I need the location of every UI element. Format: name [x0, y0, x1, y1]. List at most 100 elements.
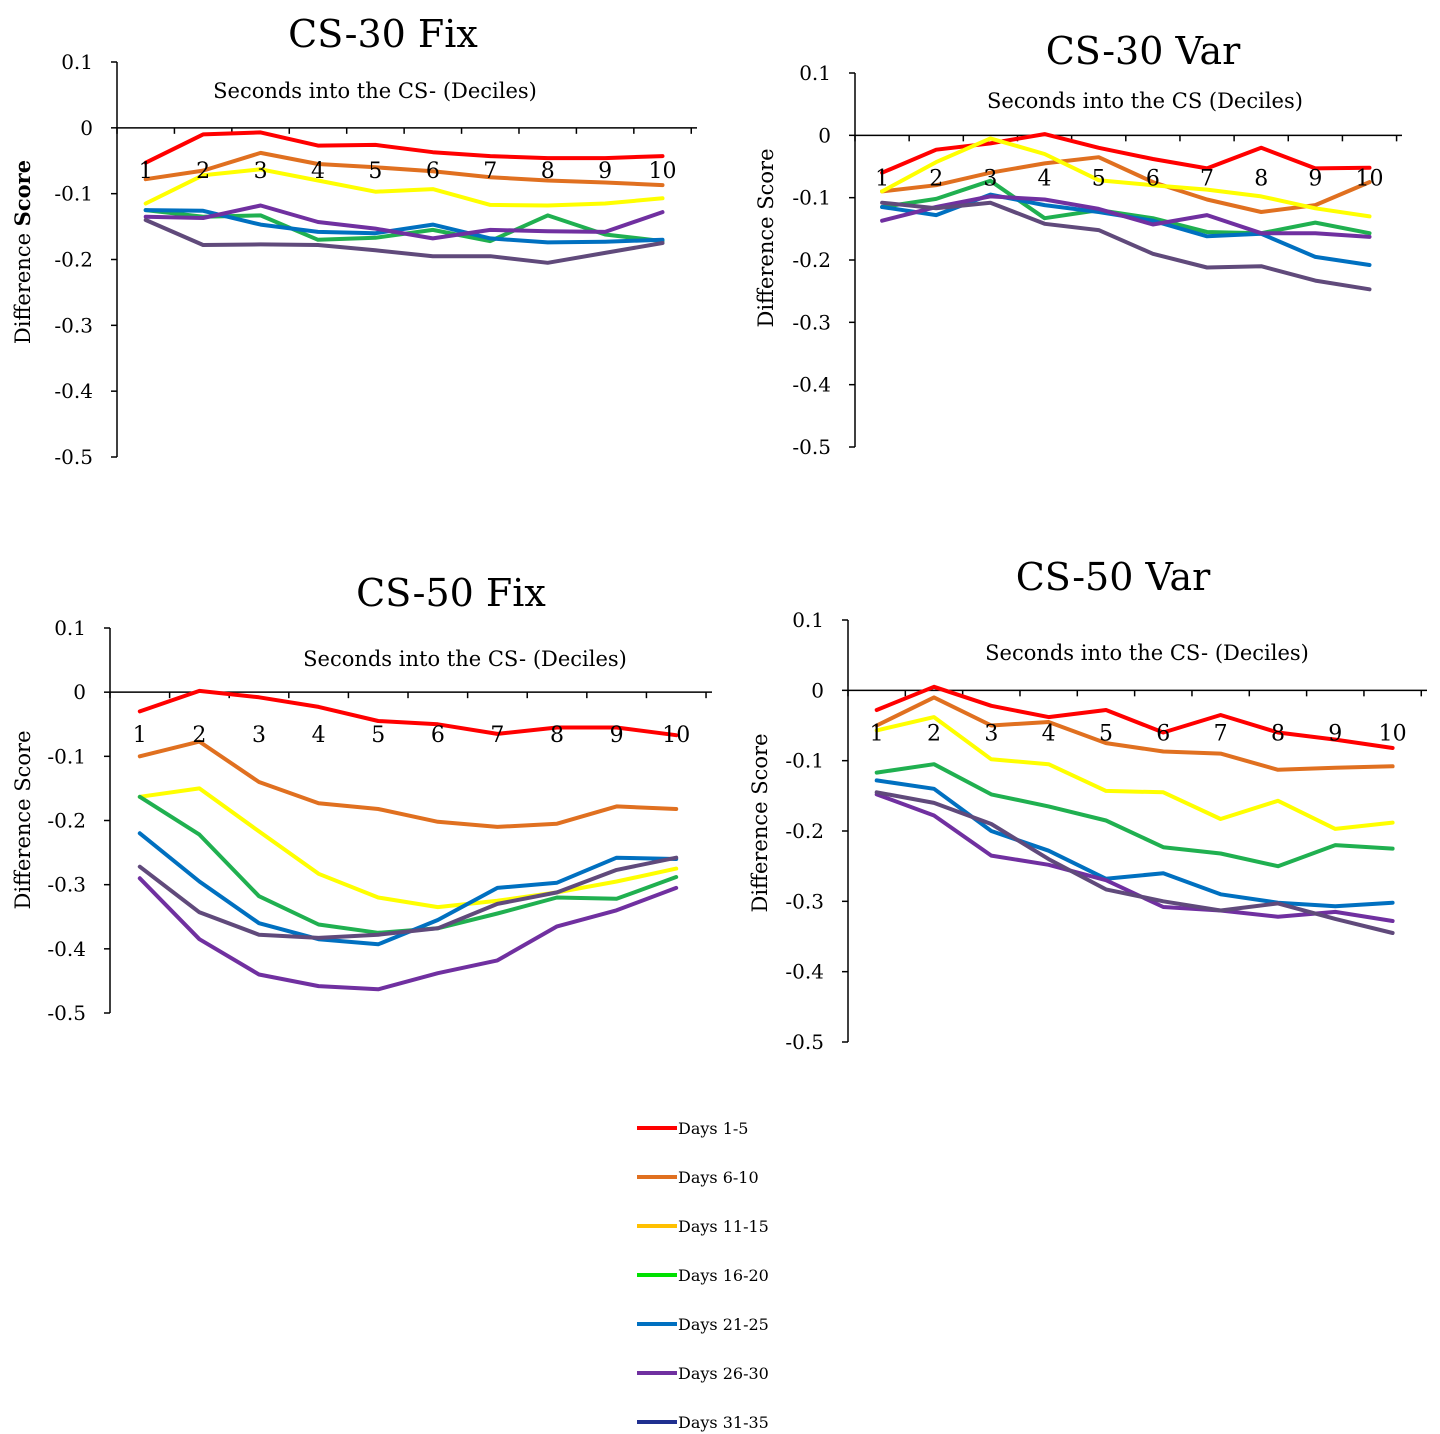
y-tick-label: -0.3 — [47, 873, 86, 897]
y-tick-label: -0.4 — [792, 373, 831, 397]
y-axis-label: Difference Score — [11, 730, 35, 909]
chart-title: CS-30 Var — [1046, 29, 1241, 73]
y-tick-label: -0.5 — [54, 445, 93, 469]
x-tick-label: 8 — [541, 159, 555, 184]
y-tick-label: -0.1 — [54, 182, 93, 206]
x-tick-label: 8 — [1254, 166, 1268, 191]
series-line-days-16-20 — [880, 178, 1372, 236]
x-tick-label: 1 — [133, 723, 147, 748]
x-tick-label: 9 — [1328, 721, 1342, 746]
y-tick-label: 0 — [73, 680, 86, 704]
x-tick-label: 9 — [610, 723, 624, 748]
y-tick-label: -0.1 — [785, 749, 824, 773]
series-line-days-21-25 — [137, 831, 679, 947]
legend: Days 1-5 Days 6-10 Days 11-15 Days 16-20 Day… — [637, 1119, 769, 1432]
chart-title: CS-50 Var — [1016, 555, 1211, 599]
y-tick-label: -0.4 — [54, 379, 93, 403]
series-line-days-6-10 — [874, 695, 1395, 772]
chart-panel-2: CS-30 Var Seconds into the CS (Deciles) Di… — [754, 29, 1402, 459]
x-tick-label: 1 — [875, 166, 889, 191]
series-line-days-21-25 — [143, 208, 665, 245]
legend-item: Days 6-10 — [637, 1168, 759, 1187]
x-tick-label: 6 — [1156, 721, 1170, 746]
y-tick-label: 0.1 — [799, 61, 831, 85]
series-line-days-1-5 — [880, 132, 1372, 175]
x-tick-label: 4 — [312, 723, 326, 748]
x-tick-label: 5 — [368, 159, 382, 184]
x-tick-label: 5 — [1099, 721, 1113, 746]
series-line-days-21-25 — [874, 778, 1395, 909]
chart-panel-3: CS-50 Fix Seconds into the CS- (Deciles) D… — [11, 571, 712, 1025]
x-tick-label: 4 — [1038, 166, 1052, 191]
y-tick-label: 0.1 — [54, 616, 86, 640]
y-tick-label: -0.5 — [792, 435, 831, 459]
x-tick-label: 6 — [1146, 166, 1160, 191]
x-tick-label: 4 — [311, 159, 325, 184]
legend-item: Days 31-35 — [637, 1413, 769, 1432]
series-line-days-31-35 — [143, 218, 665, 265]
chart-panel-4: CS-50 Var Seconds into the CS- (Deciles) D… — [748, 555, 1427, 1054]
y-tick-label: -0.3 — [785, 889, 824, 913]
legend-item: Days 1-5 — [637, 1119, 748, 1138]
legend-label: Days 6-10 — [678, 1168, 759, 1187]
series-line-days-6-10 — [880, 155, 1372, 214]
x-axis-label: Seconds into the CS- (Deciles) — [213, 79, 537, 103]
x-tick-label: 10 — [662, 723, 690, 748]
series-line-days-1-5 — [143, 130, 665, 165]
series-line-days-26-30 — [880, 194, 1372, 239]
series-line-days-11-15 — [137, 786, 679, 910]
x-tick-label: 10 — [1356, 166, 1384, 191]
legend-item: Days 21-25 — [637, 1315, 769, 1334]
x-tick-label: 7 — [483, 159, 497, 184]
y-tick-label: -0.1 — [792, 186, 831, 210]
x-tick-label: 2 — [927, 721, 941, 746]
series-line-days-16-20 — [874, 762, 1395, 869]
legend-label: Days 11-15 — [678, 1217, 769, 1236]
x-axis-label: Seconds into the CS- (Deciles) — [303, 647, 627, 671]
y-tick-label: 0 — [818, 123, 831, 147]
legend-item: Days 11-15 — [637, 1217, 769, 1236]
series-line-days-11-15 — [143, 167, 665, 208]
y-tick-label: -0.5 — [785, 1030, 824, 1054]
series-line-days-31-35 — [874, 790, 1395, 935]
x-tick-label: 3 — [983, 166, 997, 191]
y-tick-label: 0.1 — [61, 50, 93, 74]
y-tick-label: -0.3 — [54, 313, 93, 337]
series-line-days-26-30 — [137, 876, 679, 992]
chart-title: CS-30 Fix — [288, 12, 478, 56]
series-line-days-11-15 — [874, 715, 1395, 831]
x-tick-label: 2 — [929, 166, 943, 191]
y-axis-label: Difference Score — [10, 160, 35, 344]
x-tick-label: 3 — [254, 159, 268, 184]
legend-item: Days 16-20 — [637, 1266, 769, 1285]
y-tick-label: -0.2 — [785, 819, 824, 843]
y-tick-label: -0.4 — [785, 960, 824, 984]
legend-label: Days 21-25 — [678, 1315, 769, 1334]
series-line-days-6-10 — [137, 739, 679, 829]
x-tick-label: 7 — [490, 723, 504, 748]
legend-item: Days 26-30 — [637, 1364, 769, 1383]
x-tick-label: 2 — [192, 723, 206, 748]
series-line-days-6-10 — [143, 150, 665, 188]
x-tick-label: 8 — [1271, 721, 1285, 746]
y-tick-label: -0.2 — [792, 248, 831, 272]
series-line-days-11-15 — [880, 136, 1372, 219]
x-tick-label: 9 — [1308, 166, 1322, 191]
legend-label: Days 1-5 — [678, 1119, 748, 1138]
x-tick-label: 6 — [426, 159, 440, 184]
series-line-days-26-30 — [143, 203, 665, 241]
series-line-days-1-5 — [874, 684, 1395, 750]
x-tick-label: 2 — [196, 159, 210, 184]
chart-panel-1: CS-30 Fix Seconds into the CS- (Deciles) D… — [10, 12, 697, 469]
x-tick-label: 4 — [1042, 721, 1056, 746]
x-tick-label: 8 — [550, 723, 564, 748]
y-tick-label: -0.2 — [54, 248, 93, 272]
y-tick-label: -0.3 — [792, 310, 831, 334]
x-tick-label: 7 — [1214, 721, 1228, 746]
x-tick-label: 1 — [139, 159, 153, 184]
x-tick-label: 5 — [371, 723, 385, 748]
y-tick-label: -0.5 — [47, 1001, 86, 1025]
y-axis-label: Difference Score — [754, 148, 778, 327]
y-tick-label: -0.2 — [47, 809, 86, 833]
